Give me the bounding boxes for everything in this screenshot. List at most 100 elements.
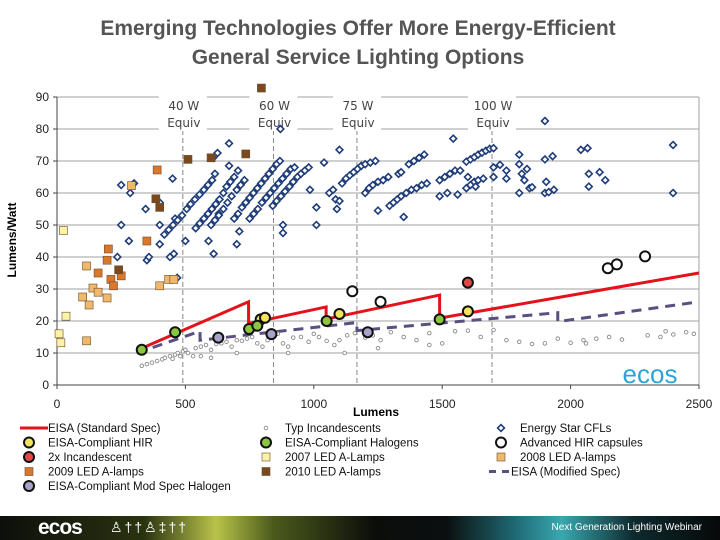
energy-star-cfls-point xyxy=(411,183,422,193)
energy-star-cfls-point xyxy=(155,239,165,249)
typ-incandescents-point xyxy=(619,337,625,342)
legend-marker xyxy=(23,451,35,463)
energy-star-cfls-point xyxy=(373,206,383,216)
energy-star-cfls-point xyxy=(227,191,237,201)
energy-star-cfls-point xyxy=(249,209,259,219)
y-tick-label: 10 xyxy=(36,346,50,360)
energy-star-cfls-point xyxy=(540,116,550,126)
x-tick-label: 2500 xyxy=(686,397,713,411)
typ-incandescents-point xyxy=(683,329,689,335)
2010-led-a-lamps-point xyxy=(206,153,216,163)
energy-star-cfls-point xyxy=(141,204,151,214)
legend-label: EISA-Compliant Mod Spec Halogen xyxy=(48,481,231,493)
typ-incandescents-point xyxy=(388,329,394,335)
energy-star-cfls-point xyxy=(448,134,458,144)
legend-label: 2009 LED A-lamps xyxy=(48,467,144,479)
legend-label: Typ Incandescents xyxy=(285,423,381,435)
energy-star-cfls-point xyxy=(319,158,329,168)
typ-incandescents-point xyxy=(185,350,191,356)
typ-incandescents-point xyxy=(234,337,240,343)
energy-star-cfls-point xyxy=(584,182,594,192)
typ-incandescents-point xyxy=(285,344,291,349)
energy-star-cfls-point xyxy=(370,156,380,166)
energy-star-cfls-point xyxy=(191,223,201,233)
energy-star-cfls-point xyxy=(278,228,288,238)
legend-marker xyxy=(260,436,272,449)
advanced-hir-capsules-point xyxy=(610,258,623,271)
energy-star-cfls-point xyxy=(233,166,243,176)
typ-incandescents-point xyxy=(260,344,265,349)
eisa-compliant-hir-point xyxy=(333,307,346,320)
typ-incandescents-point xyxy=(149,360,155,365)
energy-star-cfls-point xyxy=(489,172,499,182)
typ-incandescents-point xyxy=(255,341,260,346)
typ-incandescents-point xyxy=(190,353,196,359)
eisa-compliant-halogens-point xyxy=(433,313,446,326)
energy-star-cfls-point xyxy=(489,162,499,172)
energy-star-cfls-point xyxy=(471,182,481,192)
energy-star-cfls-point xyxy=(273,178,283,188)
typ-incandescents-point xyxy=(154,358,160,364)
energy-star-cfls-point xyxy=(435,175,445,185)
2009-led-a-lamps-point xyxy=(109,281,118,291)
typ-incandescents-point xyxy=(555,336,561,341)
energy-star-cfls-point xyxy=(224,161,234,171)
energy-star-cfls-point xyxy=(236,180,246,190)
energy-star-cfls-point xyxy=(253,204,263,214)
energy-star-cfls-point xyxy=(252,183,262,193)
energy-star-cfls-point xyxy=(257,198,267,208)
energy-star-cfls-point xyxy=(668,140,678,150)
energy-star-cfls-point xyxy=(419,150,429,160)
energy-star-cfls-point xyxy=(199,214,209,224)
energy-star-cfls-point xyxy=(440,172,450,182)
energy-star-cfls-point xyxy=(222,198,233,208)
energy-star-cfls-point xyxy=(455,166,465,176)
2009-led-a-lamps-point xyxy=(93,268,103,278)
energy-star-cfls-point xyxy=(280,186,290,196)
energy-star-cfls-point xyxy=(489,143,499,153)
eisa-compliant-mod-spec-halogen-point xyxy=(265,328,278,341)
typ-incandescents-point xyxy=(332,342,337,348)
energy-star-cfls-point xyxy=(229,172,239,182)
energy-star-cfls-point xyxy=(334,145,345,155)
typ-incandescents-point xyxy=(139,363,144,369)
typ-incandescents-point xyxy=(352,330,358,336)
energy-star-cfls-point xyxy=(282,169,292,179)
energy-star-cfls-point xyxy=(164,225,174,235)
energy-star-cfls-point xyxy=(214,210,224,220)
energy-star-cfls-point xyxy=(399,212,409,222)
energy-star-cfls-point xyxy=(414,153,424,163)
energy-star-cfls-point xyxy=(215,194,225,204)
equiv-label-watts: 75 W xyxy=(342,99,373,113)
typ-incandescents-point xyxy=(175,350,180,356)
equiv-label-watts: 100 W xyxy=(474,99,513,113)
energy-star-cfls-point xyxy=(256,178,266,188)
energy-star-cfls-point xyxy=(203,236,214,246)
typ-incandescents-point xyxy=(691,331,697,337)
energy-star-cfls-point xyxy=(212,148,223,158)
energy-star-cfls-point xyxy=(514,188,524,198)
energy-star-cfls-point xyxy=(177,210,187,220)
energy-star-cfls-point xyxy=(232,185,242,195)
legend-marker xyxy=(24,467,34,476)
plot-ecos-logo: ecos xyxy=(623,359,678,389)
energy-star-cfls-point xyxy=(186,199,196,209)
equiv-label-background xyxy=(332,93,381,131)
typ-incandescents-point xyxy=(581,337,586,343)
typ-incandescents-point xyxy=(306,339,311,345)
energy-star-cfls-point xyxy=(514,150,524,160)
energy-star-cfls-point xyxy=(600,175,610,185)
energy-star-cfls-point xyxy=(334,196,345,206)
typ-incandescents-point xyxy=(583,341,589,346)
typ-incandescents-point xyxy=(162,355,168,361)
energy-star-cfls-point xyxy=(225,177,235,187)
equiv-label-equiv: Equiv xyxy=(258,116,291,130)
2008-led-a-lamps-point xyxy=(102,293,112,303)
legend-marker xyxy=(261,452,271,462)
legend-marker xyxy=(261,467,271,476)
energy-star-cfls-point xyxy=(116,180,126,190)
2007-led-a-lamps-point xyxy=(59,226,68,235)
typ-incandescents-point xyxy=(311,331,317,337)
energy-star-cfls-point xyxy=(311,202,321,212)
eisa-compliant-halogens-point xyxy=(135,343,148,356)
